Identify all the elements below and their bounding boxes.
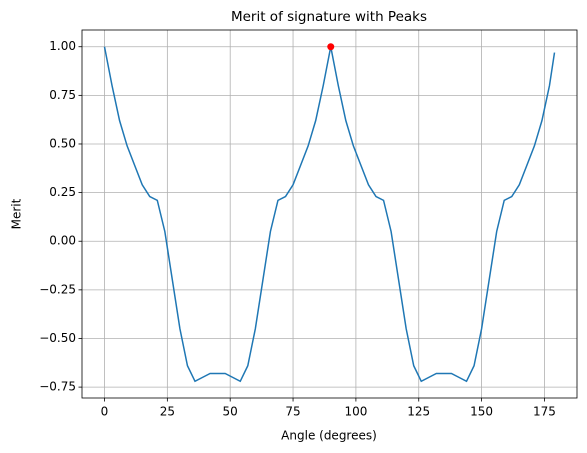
y-tick-label: 0.25 <box>49 185 76 199</box>
x-axis-label: Angle (degrees) <box>281 429 377 443</box>
x-tick-label: 100 <box>344 405 367 419</box>
x-tick-label: 150 <box>470 405 493 419</box>
x-tick-label: 175 <box>533 405 556 419</box>
x-tick-label: 0 <box>101 405 109 419</box>
x-tick-label: 125 <box>407 405 430 419</box>
x-tick-label: 75 <box>285 405 300 419</box>
line <box>103 46 556 383</box>
y-tick-label: −0.75 <box>39 380 76 394</box>
axes-frame <box>81 29 578 399</box>
y-axis-label: Merit <box>10 198 24 229</box>
x-tick-label: 25 <box>160 405 175 419</box>
y-tick-label: −0.50 <box>39 331 76 345</box>
y-tick-label: 0.50 <box>49 136 76 150</box>
y-tick-label: −0.25 <box>39 282 76 296</box>
chart-title: Merit of signature with Peaks <box>231 9 427 25</box>
peak-point <box>327 43 335 51</box>
y-tick-label: 0.00 <box>49 234 76 248</box>
x-tick-label: 50 <box>223 405 238 419</box>
y-tick-label: 0.75 <box>49 88 76 102</box>
y-tick-label: 1.00 <box>49 39 76 53</box>
